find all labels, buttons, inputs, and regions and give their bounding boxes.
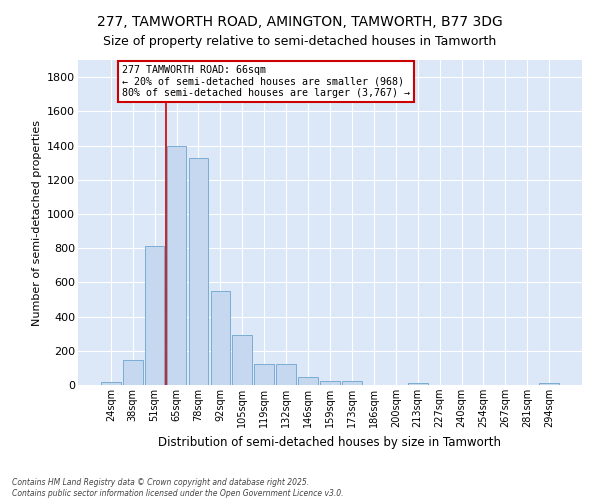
Bar (188, 158, 208, 385)
Text: Contains HM Land Registry data © Crown copyright and database right 2025.
Contai: Contains HM Land Registry data © Crown c… (12, 478, 343, 498)
Bar (342, 380, 362, 385)
X-axis label: Distribution of semi-detached houses by size in Tamworth: Distribution of semi-detached houses by … (158, 436, 502, 448)
Text: Size of property relative to semi-detached houses in Tamworth: Size of property relative to semi-detach… (103, 35, 497, 48)
Bar (211, 291, 230, 385)
Y-axis label: Number of semi-detached properties: Number of semi-detached properties (32, 120, 41, 326)
Bar (276, 364, 296, 385)
Text: 277, TAMWORTH ROAD, AMINGTON, TAMWORTH, B77 3DG: 277, TAMWORTH ROAD, AMINGTON, TAMWORTH, … (97, 15, 503, 29)
Bar (167, 146, 187, 385)
Bar (320, 380, 340, 385)
Bar (408, 384, 428, 385)
Bar (101, 382, 121, 385)
Bar (123, 360, 143, 385)
Bar (254, 364, 274, 385)
Bar (232, 334, 252, 385)
Text: 277 TAMWORTH ROAD: 66sqm
← 20% of semi-detached houses are smaller (968)
80% of : 277 TAMWORTH ROAD: 66sqm ← 20% of semi-d… (122, 65, 410, 98)
Bar (298, 377, 318, 385)
Bar (145, 246, 164, 385)
Bar (539, 383, 559, 385)
